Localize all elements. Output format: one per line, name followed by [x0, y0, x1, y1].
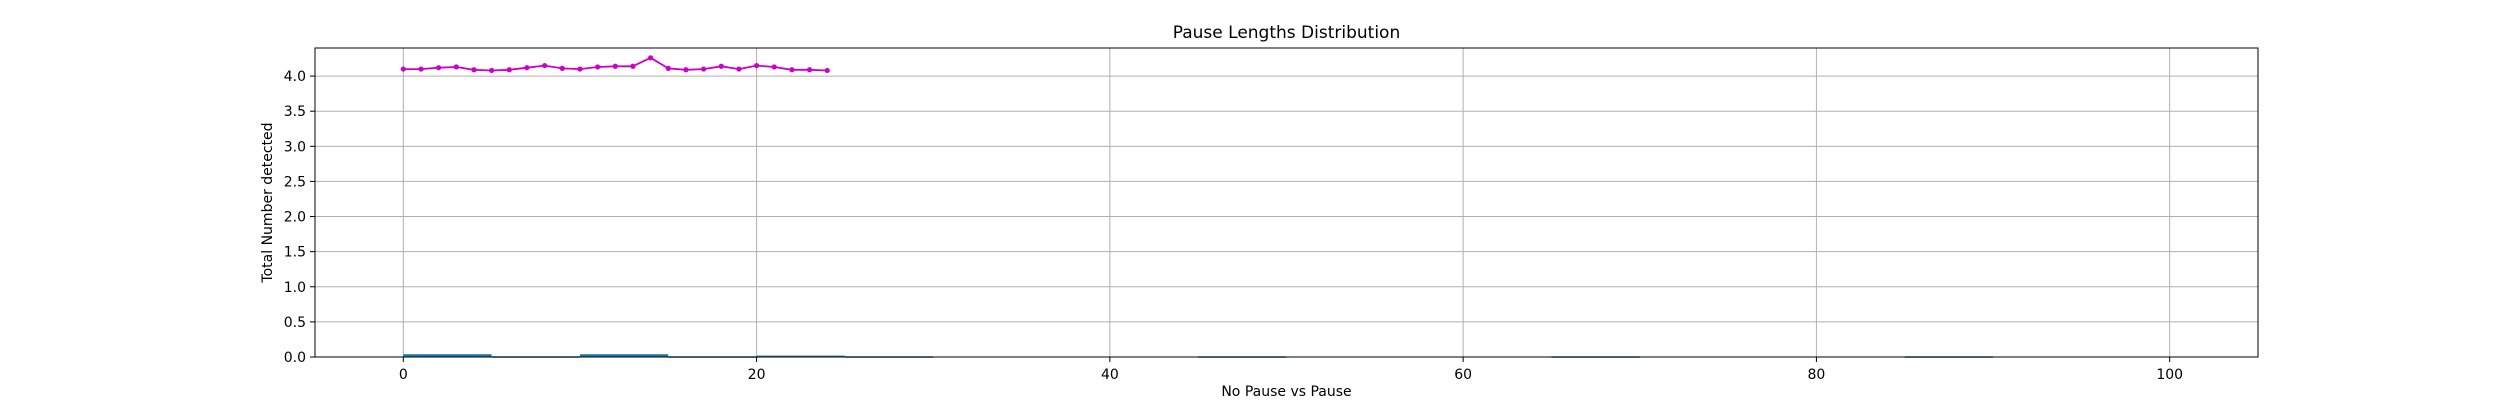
y-axis-ticks: 0.0 0.5 1.0 1.5 2.0 2.5 3.0 3.5 4.0	[284, 69, 315, 366]
data-point	[542, 62, 548, 69]
y-tick-label: 0.0	[284, 350, 306, 366]
y-tick-label: 0.5	[284, 315, 306, 331]
data-point	[824, 67, 830, 74]
data-point	[718, 63, 724, 69]
chart-title: Pause Lengths Distribution	[1173, 23, 1400, 43]
x-tick-label: 80	[1807, 367, 1825, 383]
data-point	[612, 63, 618, 69]
data-point	[489, 67, 495, 74]
data-point	[701, 66, 707, 72]
y-axis-label: Total Number detected	[260, 122, 276, 283]
data-point	[595, 64, 601, 70]
data-point	[524, 65, 530, 71]
data-point	[648, 55, 654, 61]
x-tick-label: 0	[399, 367, 408, 383]
histogram-bar	[579, 354, 669, 357]
x-tick-label: 20	[748, 367, 766, 383]
line-points	[400, 55, 830, 74]
y-tick-label: 1.5	[284, 245, 306, 261]
x-tick-label: 40	[1101, 367, 1119, 383]
y-tick-label: 2.5	[284, 174, 306, 190]
grid	[315, 48, 2258, 358]
y-tick-label: 2.0	[284, 210, 306, 226]
data-point	[753, 62, 760, 69]
data-point	[471, 67, 477, 73]
data-point	[789, 67, 795, 73]
data-point	[400, 66, 406, 72]
data-point	[453, 64, 459, 70]
plot-frame	[314, 47, 2259, 358]
y-tick-label: 3.0	[284, 139, 306, 155]
x-axis-ticks: 0 20 40 60 80 100	[399, 357, 2183, 383]
data-point	[806, 67, 813, 73]
y-tick-label: 4.0	[284, 69, 306, 85]
data-point	[630, 63, 636, 69]
data-point	[577, 66, 583, 72]
data-point	[506, 67, 512, 73]
histogram-bar	[756, 355, 845, 358]
data-point	[771, 64, 777, 70]
data-point	[559, 65, 565, 71]
y-tick-label: 3.5	[284, 104, 306, 120]
data-point	[436, 65, 442, 71]
x-tick-label: 100	[2156, 367, 2183, 383]
x-axis-label: No Pause vs Pause	[1221, 384, 1351, 400]
data-point	[418, 66, 424, 72]
histogram-bar	[403, 354, 492, 357]
y-tick-label: 1.0	[284, 280, 306, 296]
x-tick-label: 60	[1454, 367, 1472, 383]
data-point	[665, 65, 671, 71]
data-point	[736, 66, 742, 72]
data-point	[683, 67, 689, 73]
